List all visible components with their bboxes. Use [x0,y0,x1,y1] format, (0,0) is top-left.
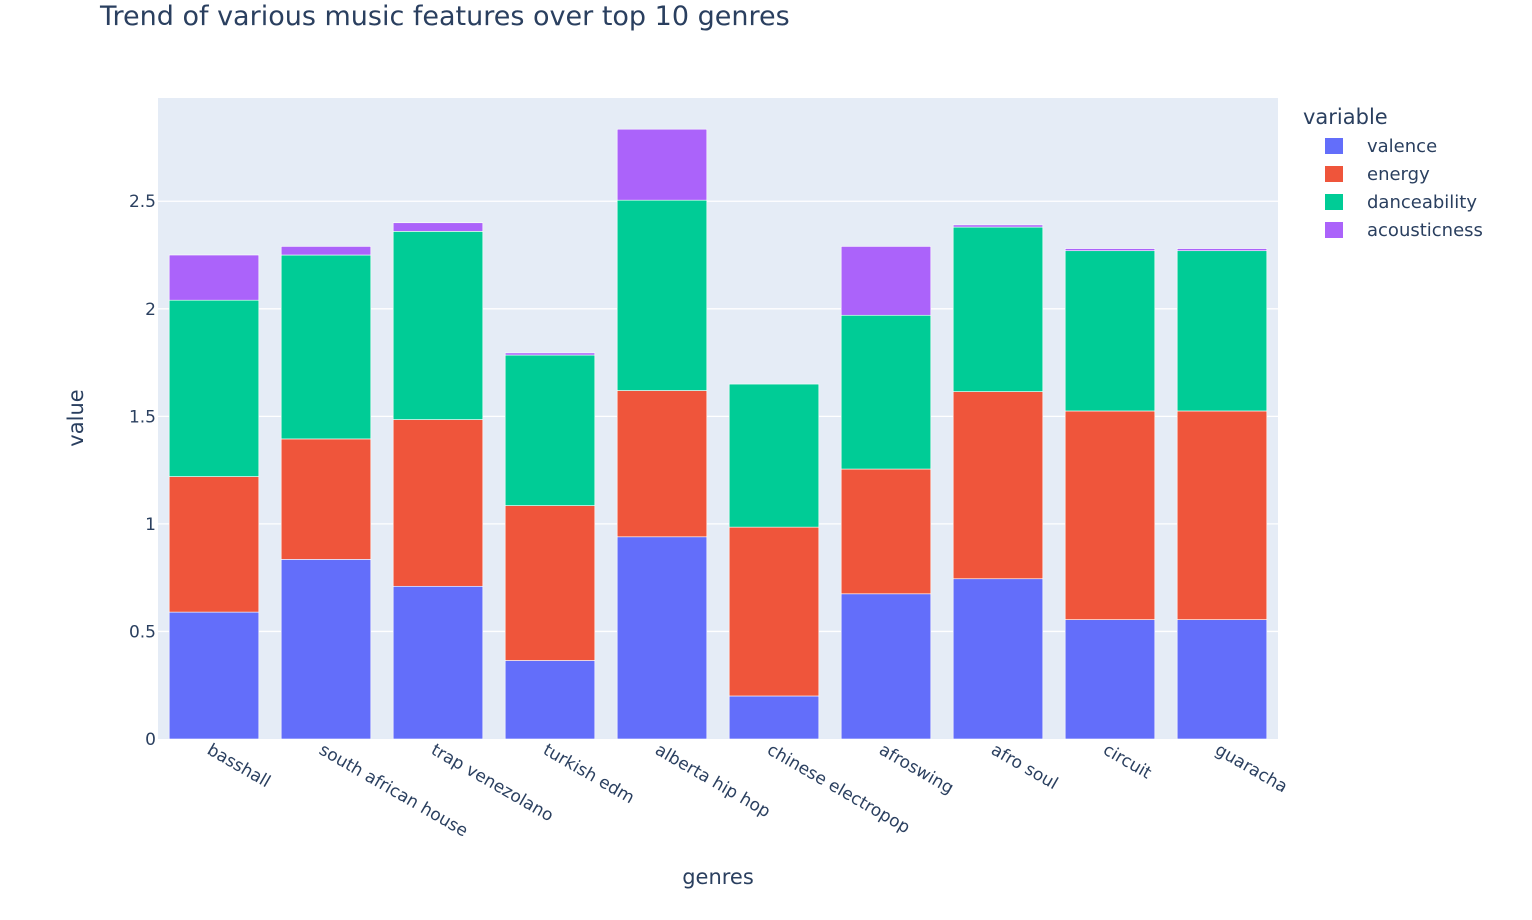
bar-segment-danceability[interactable] [280,254,372,440]
x-tick-label: turkish edm [540,740,638,808]
y-tick-label: 0.5 [129,622,156,642]
legend-label-acousticness[interactable]: acousticness [1367,220,1483,241]
legend-label-valence[interactable]: valence [1367,136,1437,157]
bar-segment-acousticness[interactable] [1176,248,1268,252]
bar-segment-valence[interactable] [616,536,708,740]
y-tick-label: 1 [145,515,156,535]
bar-segment-acousticness[interactable] [616,128,708,201]
bars[interactable] [168,128,1268,740]
bar-segment-acousticness[interactable] [168,254,260,301]
bar-segment-energy[interactable] [1064,410,1156,620]
legend-title: variable [1303,105,1388,129]
x-tick-label: circuit [1100,740,1155,784]
y-tick-label: 0 [145,730,156,750]
y-axis-title: value [64,389,88,446]
bar-segment-danceability[interactable] [168,299,260,477]
chart-title: Trend of various music features over top… [99,1,790,32]
legend-swatch-energy[interactable] [1325,166,1343,182]
bar-segment-valence[interactable] [504,660,596,740]
x-tick-label: guaracha [1212,740,1291,797]
bar-segment-valence[interactable] [1064,619,1156,740]
legend-swatch-danceability[interactable] [1325,194,1343,210]
bar-segment-acousticness[interactable] [952,224,1044,228]
bar-segment-acousticness[interactable] [1064,248,1156,252]
y-tick-label: 2.5 [129,192,156,212]
legend-label-danceability[interactable]: danceability [1367,192,1477,213]
y-tick-label: 2 [145,300,156,320]
bar-segment-valence[interactable] [280,559,372,740]
legend[interactable]: variable valence energy danceability acoust… [1303,105,1483,241]
bar-segment-energy[interactable] [1176,410,1268,620]
legend-swatch-acousticness[interactable] [1325,222,1343,238]
bar-segment-energy[interactable] [616,390,708,538]
x-tick-label: afro soul [988,740,1062,794]
bar-segment-danceability[interactable] [1064,250,1156,412]
bar-segment-danceability[interactable] [728,383,820,528]
bar-segment-acousticness[interactable] [504,352,596,356]
bar-segment-acousticness[interactable] [392,222,484,232]
bar-segment-valence[interactable] [952,578,1044,740]
bar-segment-energy[interactable] [280,438,372,560]
bar-segment-danceability[interactable] [952,226,1044,392]
bar-segment-valence[interactable] [840,593,932,740]
x-tick-label: afroswing [876,740,957,799]
bar-segment-valence[interactable] [392,585,484,740]
bar-segment-acousticness[interactable] [840,246,932,316]
bar-segment-energy[interactable] [504,505,596,661]
bar-segment-danceability[interactable] [1176,250,1268,412]
bar-segment-danceability[interactable] [840,314,932,470]
bar-segment-danceability[interactable] [616,199,708,391]
bar-segment-danceability[interactable] [504,354,596,506]
bar-segment-valence[interactable] [728,695,820,740]
bar-segment-valence[interactable] [168,611,260,740]
x-axis-title: genres [682,865,754,889]
legend-swatch-valence[interactable] [1325,138,1343,154]
legend-label-energy[interactable]: energy [1367,164,1430,185]
bar-segment-acousticness[interactable] [280,246,372,256]
bar-segment-energy[interactable] [728,526,820,697]
y-tick-label: 1.5 [129,407,156,427]
bar-segment-energy[interactable] [168,476,260,613]
bar-segment-energy[interactable] [840,468,932,595]
bar-segment-energy[interactable] [952,391,1044,580]
bar-segment-valence[interactable] [1176,619,1268,740]
y-axis-ticks: 0 0.5 1 1.5 2 2.5 [129,192,156,750]
bar-segment-energy[interactable] [392,419,484,587]
bar-segment-danceability[interactable] [392,231,484,420]
x-tick-label: basshall [204,740,274,792]
x-tick-label: alberta hip hop [652,740,774,822]
